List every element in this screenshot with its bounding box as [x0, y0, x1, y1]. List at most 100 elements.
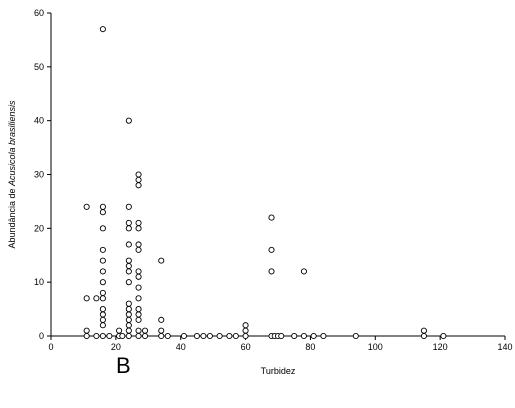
data-point [440, 332, 447, 340]
data-point [125, 322, 132, 329]
y-axis-label-species: Acusicola brasiliensis [7, 100, 17, 187]
data-point [164, 332, 171, 340]
data-point [125, 117, 132, 124]
data-point [135, 246, 142, 253]
y-tick-label: 30 [34, 170, 44, 180]
data-point [93, 332, 100, 340]
data-point [99, 257, 106, 264]
data-point [99, 225, 106, 232]
data-point [158, 316, 165, 323]
data-point [135, 284, 142, 291]
data-point [99, 332, 106, 340]
data-point [141, 327, 149, 334]
data-point [99, 322, 106, 329]
data-point [125, 219, 132, 226]
data-point [99, 209, 106, 216]
data-point [125, 332, 132, 340]
data-point [242, 322, 249, 329]
data-point [268, 214, 275, 221]
data-point [125, 316, 132, 323]
data-point [83, 203, 90, 210]
data-point [268, 268, 275, 275]
x-tick-label: 20 [111, 342, 121, 352]
data-point [99, 295, 106, 302]
panel-letter: B [116, 353, 131, 378]
data-point [99, 203, 106, 210]
data-point [135, 225, 142, 232]
data-point [99, 26, 106, 33]
data-point [135, 219, 142, 226]
data-point [135, 171, 142, 178]
x-tick-label: 0 [48, 342, 53, 352]
x-axis-label: Turbidez [261, 366, 296, 376]
data-point [193, 332, 200, 340]
data-point [158, 257, 165, 264]
data-point [106, 332, 113, 340]
y-tick-label: 0 [39, 331, 44, 341]
data-point [180, 332, 188, 340]
data-point [99, 279, 106, 286]
data-point [83, 295, 90, 302]
data-point [278, 332, 285, 340]
data-point [116, 327, 123, 334]
data-point [216, 332, 223, 340]
data-point [310, 332, 317, 340]
data-point [226, 332, 233, 340]
x-tick-label: 100 [368, 342, 383, 352]
y-tick-label: 40 [34, 116, 44, 126]
data-point [125, 241, 132, 248]
data-point [125, 262, 132, 270]
data-point [200, 332, 207, 340]
y-tick-label: 10 [34, 277, 44, 287]
data-point [99, 316, 106, 323]
data-point [99, 268, 106, 275]
data-point [158, 327, 165, 334]
data-point [125, 257, 132, 264]
data-point [352, 332, 359, 340]
y-tick-label: 50 [34, 62, 44, 72]
x-tick-label: 80 [305, 342, 315, 352]
data-point [125, 327, 132, 334]
data-point [242, 332, 249, 340]
data-point [99, 306, 106, 313]
data-point [125, 306, 132, 313]
data-point [320, 332, 327, 340]
data-point [125, 225, 132, 232]
data-point [135, 295, 142, 302]
data-point [206, 332, 213, 340]
data-point [300, 332, 307, 340]
x-tick-label: 60 [241, 342, 251, 352]
data-point [135, 273, 142, 280]
data-point [291, 332, 298, 340]
data-point [99, 246, 106, 253]
x-tick-label: 140 [497, 342, 512, 352]
data-point [300, 268, 307, 275]
data-point [158, 332, 165, 340]
data-point [135, 306, 142, 313]
y-tick-label: 60 [34, 8, 44, 18]
data-point [99, 289, 106, 296]
data-point [125, 311, 132, 318]
data-point [420, 332, 427, 340]
data-point [135, 241, 142, 248]
data-point [135, 316, 142, 323]
data-point [83, 332, 90, 340]
x-tick-label: 120 [433, 342, 448, 352]
data-point [141, 332, 149, 340]
data-point [242, 327, 249, 334]
data-point [125, 203, 132, 210]
data-point [135, 327, 142, 334]
data-point [420, 327, 427, 334]
data-point [99, 311, 106, 318]
data-point [83, 327, 90, 334]
y-tick-label: 20 [34, 223, 44, 233]
data-point [135, 311, 142, 318]
data-point [135, 176, 142, 183]
data-point [125, 279, 132, 286]
data-point [125, 300, 132, 307]
data-point [135, 268, 142, 275]
data-point [268, 246, 275, 253]
x-tick-label: 40 [176, 342, 186, 352]
